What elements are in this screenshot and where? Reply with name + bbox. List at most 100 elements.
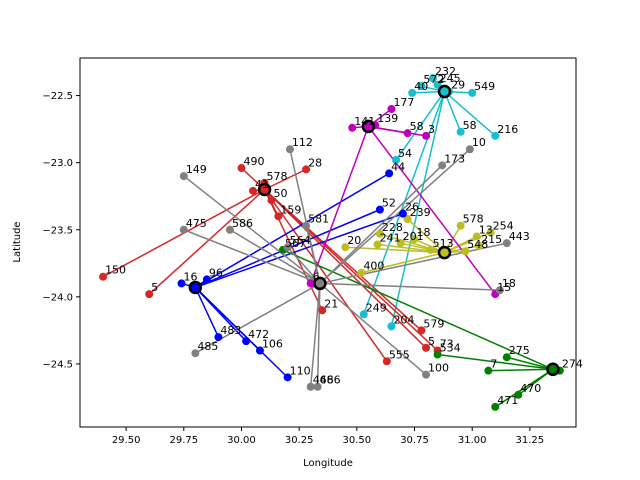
data-point-s2-0 — [237, 164, 246, 173]
point-label-s1-7: 201 — [403, 230, 424, 243]
edge-s6-13 — [319, 164, 443, 284]
point-label-s2-3: 50 — [273, 187, 287, 200]
point-label-s3-8: 44 — [391, 160, 405, 173]
point-label-s2-1: 41 — [255, 178, 269, 191]
point-label-s1-5: 513 — [433, 237, 454, 250]
data-point-s3-3 — [242, 337, 251, 346]
hub-marker-s5 — [546, 362, 560, 377]
hub-marker-s4 — [361, 119, 376, 134]
point-label-s6-10: 443 — [509, 230, 530, 243]
x-tick-label-5: 30.75 — [400, 435, 429, 446]
data-point-s2-5 — [302, 165, 311, 174]
data-point-s0-5 — [468, 88, 477, 97]
edge-s3-5 — [194, 286, 289, 378]
data-point-s5-3 — [514, 390, 523, 399]
point-label-s3-6: 52 — [382, 197, 396, 210]
edge-s0-9 — [390, 91, 446, 327]
data-point-s5-2 — [484, 366, 493, 375]
data-point-s2-6 — [99, 272, 108, 281]
point-label-s2-2: 578 — [267, 170, 288, 183]
point-label-s1-4: 548 — [467, 238, 488, 251]
point-label-s3-5: 110 — [290, 364, 311, 377]
edge-s2-8 — [263, 189, 323, 311]
data-point-s5-5 — [433, 350, 442, 359]
data-point-s3-8 — [385, 169, 394, 178]
data-point-s4-2 — [348, 123, 357, 132]
hubs-layer — [188, 84, 560, 377]
point-label-s1-2: 13 — [479, 223, 493, 236]
edge-s6-2 — [183, 229, 321, 285]
axes-layer: 29.50 29.75 30.00 30.25 30.50 30.75 31.00 31.25… — [42, 91, 544, 446]
point-label-s0-1: 572 — [423, 73, 444, 86]
point-label-s0-2: 40 — [414, 80, 428, 93]
point-label-s4-2: 141 — [354, 115, 375, 128]
data-point-s1-4 — [461, 247, 470, 256]
edge-s3-7 — [195, 212, 404, 289]
edge-s2-12 — [264, 188, 427, 349]
point-label-s6-11: 18 — [502, 277, 516, 290]
point-label-s0-8: 54 — [398, 147, 412, 160]
point-label-s2-5: 28 — [308, 156, 322, 169]
x-tick-label-4: 30.50 — [343, 435, 372, 446]
y-tick-label-4: −24.5 — [42, 359, 73, 370]
point-label-s6-9: 100 — [428, 362, 449, 375]
point-label-s5-4: 471 — [497, 394, 518, 407]
point-label-s6-4: 564 — [290, 234, 311, 247]
x-tick-label-0: 29.50 — [112, 435, 141, 446]
edge-s6-12 — [319, 148, 471, 284]
point-label-s2-0: 490 — [243, 155, 264, 168]
data-point-s4-0 — [387, 104, 396, 113]
edge-s6-11 — [319, 282, 500, 291]
edge-s5-6 — [282, 249, 554, 370]
edge-s0-6 — [444, 90, 496, 137]
points-layer — [99, 74, 564, 411]
point-label-s0-0: 232 — [435, 65, 456, 78]
y-axis-title: Latitude — [12, 221, 23, 262]
plot-frame — [79, 57, 577, 428]
point-label-s1-10: 20 — [347, 234, 361, 247]
data-point-s6-1 — [179, 172, 188, 181]
point-label-s1-3: 215 — [481, 233, 502, 246]
data-point-s2-1 — [249, 186, 258, 195]
data-point-s1-11 — [375, 229, 384, 238]
edge-s4-5 — [367, 125, 496, 295]
edge-s6-6 — [194, 282, 321, 354]
edge-s2-11 — [264, 188, 439, 352]
point-label-s6-12: 10 — [472, 136, 486, 149]
point-label-s4-0: 177 — [393, 96, 414, 109]
data-point-s0-10 — [359, 310, 368, 319]
point-label-s2-4: 159 — [280, 203, 301, 216]
data-point-s1-2 — [472, 232, 481, 241]
point-label-s4-6: 6 — [313, 270, 320, 283]
data-point-s6-2 — [179, 225, 188, 234]
x-axis-title: Longitude — [303, 458, 353, 469]
point-label-s2-7: 5 — [151, 281, 158, 294]
point-label-s6-1: 149 — [186, 163, 207, 176]
edge-s6-1 — [183, 175, 321, 285]
data-point-s0-2 — [408, 88, 417, 97]
data-point-s0-0 — [428, 74, 437, 83]
point-label-s6-2: 475 — [186, 217, 207, 230]
edge-s6-3 — [229, 229, 321, 285]
data-point-s1-6 — [410, 235, 419, 244]
point-label-s2-11: 73 — [440, 338, 454, 351]
data-point-s5-1 — [502, 353, 511, 362]
data-point-s6-12 — [465, 145, 474, 154]
edge-s2-5 — [264, 168, 307, 191]
point-label-s1-12: 239 — [410, 206, 431, 219]
x-tick-label-2: 30.00 — [227, 435, 256, 446]
data-point-s6-4 — [283, 243, 292, 252]
y-tick-label-0: −22.5 — [42, 91, 73, 102]
data-point-s1-7 — [396, 239, 405, 248]
edge-s6-7 — [309, 283, 321, 387]
data-point-s6-0 — [285, 145, 294, 154]
data-point-s4-4 — [422, 131, 431, 140]
point-label-s1-0: 578 — [463, 213, 484, 226]
point-label-s1-8: 241 — [380, 232, 401, 245]
point-label-s5-6: 567 — [285, 237, 306, 250]
point-label-s2-12: 5 — [428, 335, 435, 348]
point-label-s6-0: 112 — [292, 136, 313, 149]
point-label-s6-13: 173 — [444, 152, 465, 165]
point-label-s1-11: 228 — [382, 221, 403, 234]
